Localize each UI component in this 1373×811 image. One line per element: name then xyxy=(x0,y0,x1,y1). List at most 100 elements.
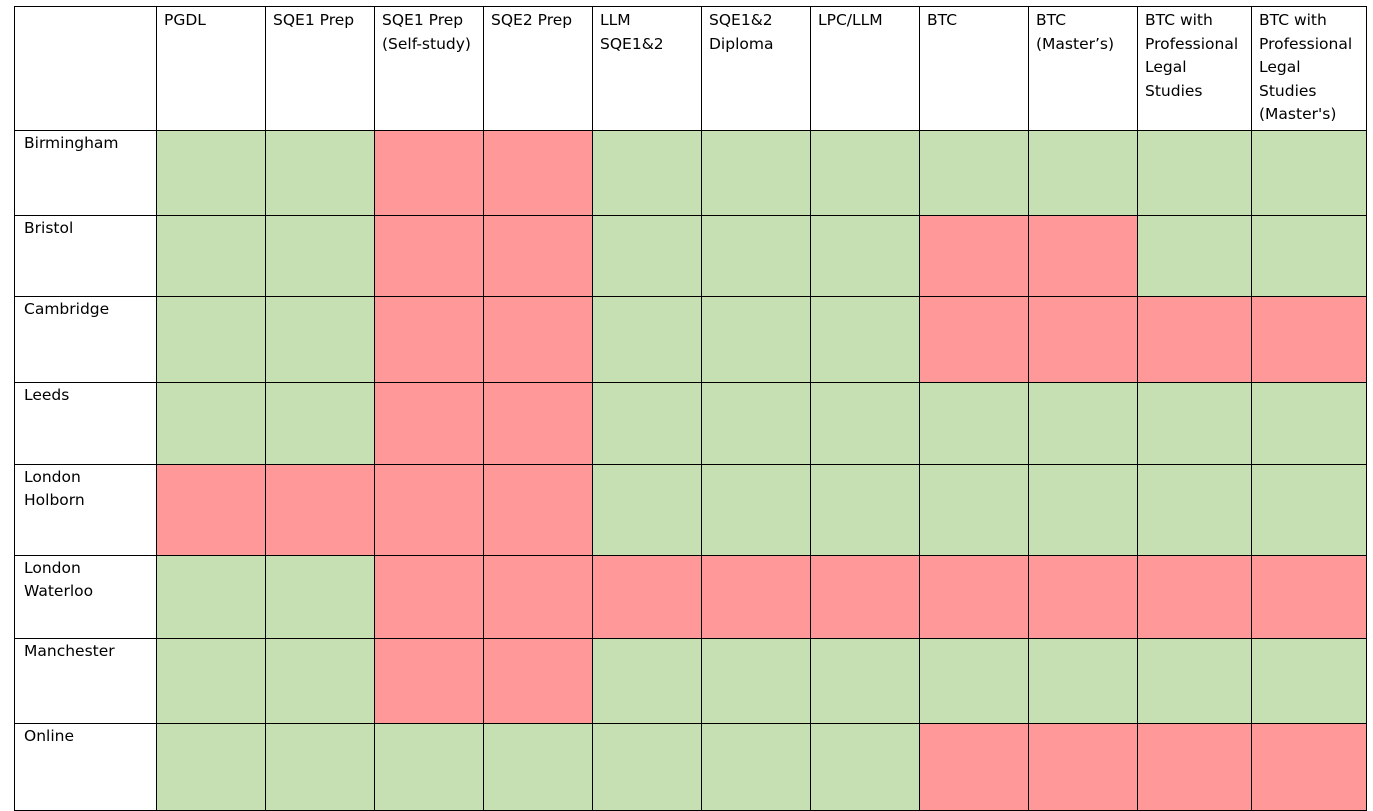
table-body: Birmingham Bristol Cambridge Leeds London Hol… xyxy=(14,129,1367,811)
status-cell-available xyxy=(1028,129,1138,216)
status-cell-available xyxy=(156,722,266,811)
table-row: Cambridge xyxy=(14,295,1367,383)
status-cell-available xyxy=(810,129,920,216)
column-header-line: Professional xyxy=(1259,34,1353,53)
status-cell-unavailable xyxy=(374,295,484,383)
header-row: PGDL SQE1 Prep SQE1 Prep (Self-study) SQE2 P… xyxy=(14,6,1367,131)
row-header-london-holborn: London Holborn xyxy=(14,463,157,556)
status-cell-unavailable xyxy=(701,554,811,639)
column-header-sqe1-prep-self-study: SQE1 Prep (Self-study) xyxy=(374,6,484,131)
status-cell-available xyxy=(156,381,266,465)
status-cell-available xyxy=(1137,463,1252,556)
status-cell-unavailable xyxy=(374,214,484,297)
status-cell-available xyxy=(1137,637,1252,724)
status-cell-unavailable xyxy=(1251,295,1367,383)
table-row: London Waterloo xyxy=(14,554,1367,639)
status-cell-available xyxy=(265,381,375,465)
row-header-line: Online xyxy=(24,726,74,745)
status-cell-available xyxy=(592,295,702,383)
column-header-line: Legal xyxy=(1259,58,1301,76)
status-cell-available xyxy=(592,463,702,556)
status-cell-available xyxy=(483,722,593,811)
table-row: Online xyxy=(14,722,1367,811)
status-cell-unavailable xyxy=(919,554,1029,639)
status-cell-available xyxy=(592,129,702,216)
status-cell-available xyxy=(1028,637,1138,724)
status-cell-unavailable xyxy=(592,554,702,639)
status-cell-available xyxy=(919,381,1029,465)
column-header-btc: BTC xyxy=(919,6,1029,131)
row-header-line: Bristol xyxy=(24,218,74,237)
row-header-manchester: Manchester xyxy=(14,637,157,724)
column-header-line: (Master’s) xyxy=(1036,34,1115,53)
status-cell-available xyxy=(701,722,811,811)
column-header-line: BTC xyxy=(1036,11,1067,29)
status-cell-available xyxy=(156,554,266,639)
column-header-line: BTC with xyxy=(1145,11,1213,29)
status-cell-unavailable xyxy=(1137,722,1252,811)
status-cell-unavailable xyxy=(1028,295,1138,383)
status-cell-available xyxy=(156,637,266,724)
status-cell-unavailable xyxy=(1251,554,1367,639)
status-cell-available xyxy=(1137,381,1252,465)
course-availability-table: PGDL SQE1 Prep SQE1 Prep (Self-study) SQE2 P… xyxy=(14,6,1367,811)
status-cell-unavailable xyxy=(156,463,266,556)
status-cell-available xyxy=(1251,637,1367,724)
status-cell-unavailable xyxy=(483,554,593,639)
status-cell-unavailable xyxy=(374,129,484,216)
row-header-london-waterloo: London Waterloo xyxy=(14,554,157,639)
status-cell-unavailable xyxy=(374,381,484,465)
status-cell-available xyxy=(1251,381,1367,465)
status-cell-available xyxy=(265,637,375,724)
status-cell-available xyxy=(156,129,266,216)
column-header-line: SQE1&2 xyxy=(709,11,773,29)
column-header-sqe2-prep: SQE2 Prep xyxy=(483,6,593,131)
row-header-line: Holborn xyxy=(24,491,85,509)
status-cell-available xyxy=(810,214,920,297)
status-cell-unavailable xyxy=(1137,554,1252,639)
status-cell-available xyxy=(810,637,920,724)
column-header-line: LPC/LLM xyxy=(818,11,883,29)
status-cell-unavailable xyxy=(265,463,375,556)
column-header-btc-with-professional-legal-studies: BTC with Professional Legal Studies xyxy=(1137,6,1252,131)
status-cell-available xyxy=(810,295,920,383)
status-cell-available xyxy=(701,214,811,297)
row-header-line: London xyxy=(24,558,81,577)
status-cell-unavailable xyxy=(374,637,484,724)
table-row: Birmingham xyxy=(14,129,1367,216)
column-header-sqe1-prep: SQE1 Prep xyxy=(265,6,375,131)
column-header-line: LLM xyxy=(600,11,631,29)
status-cell-available xyxy=(1251,214,1367,297)
column-header-line: SQE2 Prep xyxy=(491,11,573,29)
status-cell-available xyxy=(156,295,266,383)
status-cell-available xyxy=(810,381,920,465)
row-header-line: Manchester xyxy=(24,641,115,660)
column-header-btc-master-s: BTC (Master’s) xyxy=(1028,6,1138,131)
status-cell-available xyxy=(265,554,375,639)
status-cell-unavailable xyxy=(483,463,593,556)
status-cell-available xyxy=(810,463,920,556)
status-cell-available xyxy=(919,463,1029,556)
column-header-line: BTC xyxy=(927,11,958,29)
column-header-btc-with-professional-legal-studies-master-s: BTC with Professional Legal Studies (Master'… xyxy=(1251,6,1367,131)
column-header-line: Studies xyxy=(1145,81,1203,100)
row-header-line: Cambridge xyxy=(24,299,110,318)
status-cell-available xyxy=(919,637,1029,724)
table-row: Leeds xyxy=(14,381,1367,465)
status-cell-available xyxy=(1251,129,1367,216)
status-cell-unavailable xyxy=(483,381,593,465)
column-header-line: Studies xyxy=(1259,81,1317,100)
status-cell-available xyxy=(701,463,811,556)
status-cell-unavailable xyxy=(1028,554,1138,639)
status-cell-available xyxy=(592,381,702,465)
column-header-line: PGDL xyxy=(164,11,206,29)
row-header-online: Online xyxy=(14,722,157,811)
column-header-line: Professional xyxy=(1145,34,1239,53)
status-cell-unavailable xyxy=(919,722,1029,811)
row-header-line: Birmingham xyxy=(24,133,119,152)
status-cell-unavailable xyxy=(1028,722,1138,811)
row-header-leeds: Leeds xyxy=(14,381,157,465)
column-header-lpc-llm: LPC/LLM xyxy=(810,6,920,131)
status-cell-available xyxy=(701,295,811,383)
status-cell-available xyxy=(156,214,266,297)
